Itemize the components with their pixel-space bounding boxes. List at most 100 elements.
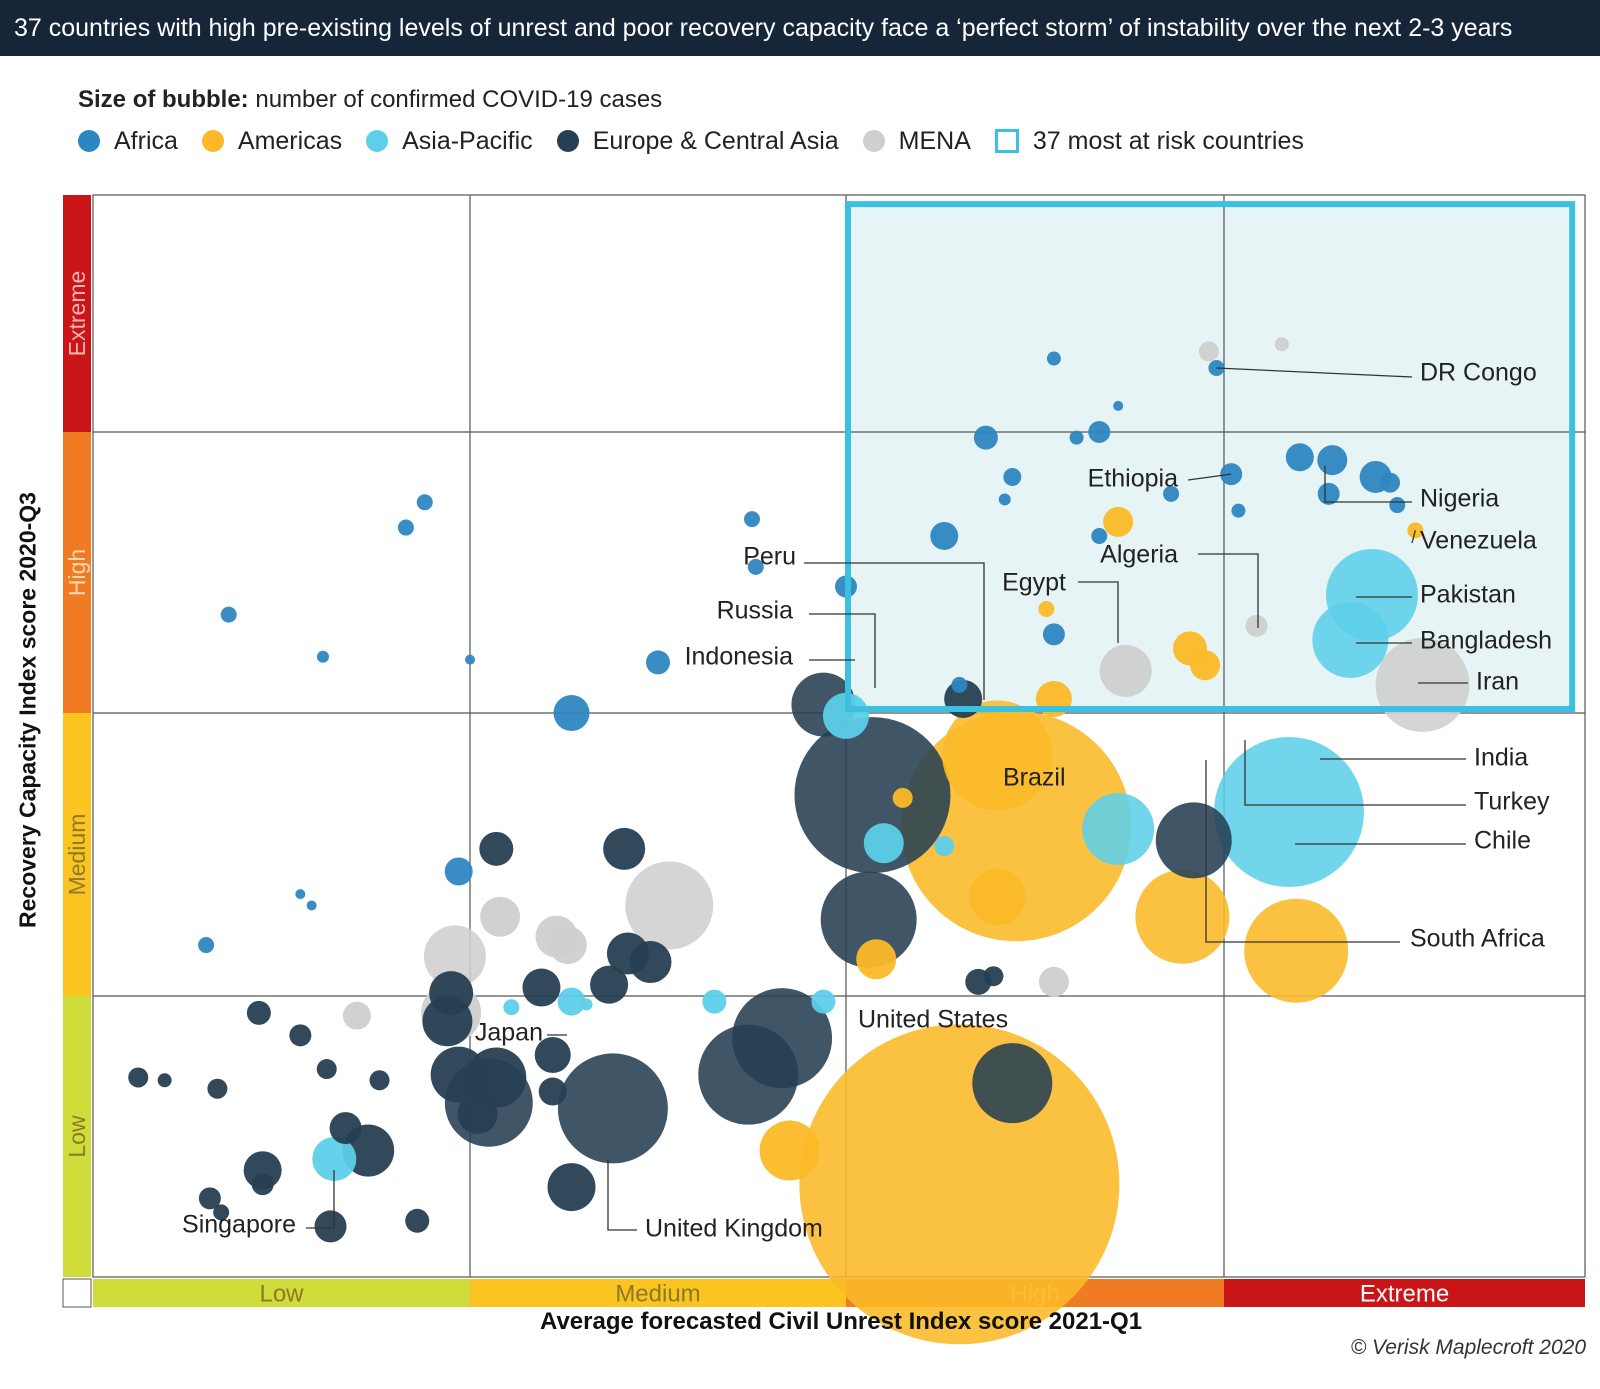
bubble-country [522, 968, 561, 1007]
leader-line-singapore [306, 1170, 335, 1229]
country-label-japan: Japan [475, 1019, 543, 1047]
chart-title: 37 countries with high pre-existing leve… [0, 0, 1600, 56]
country-label-united-states: United States [858, 1006, 1008, 1034]
bubble-indonesia [823, 692, 869, 739]
country-label-russia: Russia [717, 597, 794, 625]
bubble-peru [942, 700, 1053, 811]
bubble-country [553, 695, 590, 731]
legend-square-at-risk [994, 129, 1019, 153]
bubble-country [747, 558, 764, 575]
legend-label-americas: Americas [237, 126, 343, 155]
bubble-country [534, 1037, 571, 1074]
country-label-ethiopia: Ethiopia [1088, 465, 1178, 493]
bubble-country [863, 823, 904, 864]
bubble-country [1190, 650, 1221, 681]
bubble-country [1163, 485, 1180, 502]
leader-line-egypt [1078, 581, 1119, 643]
legend-swatch-asia-pacific [366, 130, 389, 152]
bubble-country [1231, 503, 1246, 518]
bubble-country [951, 676, 968, 693]
bubble-country [306, 900, 317, 911]
leader-line-russia [809, 613, 876, 688]
bubble-layer [128, 337, 1470, 1345]
bubble-egypt [1099, 644, 1152, 697]
x-band-low [93, 1279, 470, 1307]
legend-swatch-europe-central-asia [556, 130, 579, 152]
bubble-country [744, 511, 760, 528]
highlight-border-layer [845, 201, 1576, 713]
bubble-country [198, 937, 215, 954]
country-label-indonesia: Indonesia [685, 643, 794, 671]
bubble-country [972, 1043, 1053, 1124]
country-label-iran: Iran [1476, 668, 1519, 696]
legend-item-at-risk: 37 most at risk countries [994, 127, 1304, 156]
legend-label-africa: Africa [114, 126, 178, 155]
bubble-country [397, 519, 414, 536]
country-label-venezuela: Venezuela [1420, 527, 1537, 555]
bubble-country [856, 939, 897, 980]
country-label-dr-congo: DR Congo [1420, 359, 1537, 387]
bubble-country [157, 1073, 172, 1088]
legend-item-americas: Americas [201, 126, 343, 156]
bubble-country [603, 827, 646, 870]
bubble-country [423, 925, 486, 988]
bubble-russia [794, 717, 951, 874]
bubble-country [465, 654, 475, 665]
bubble-country [1038, 601, 1055, 618]
leader-line-ethiopia [1187, 473, 1232, 481]
bubble-country [479, 831, 514, 866]
bubble-nigeria [1317, 445, 1348, 476]
bubble-country [606, 932, 649, 975]
bubble-country [207, 1078, 228, 1099]
bubble-country [430, 1046, 487, 1103]
credit: © Verisk Maplecroft 2020 [1350, 1336, 1586, 1359]
y-tick-label: Medium [64, 814, 90, 896]
country-label-egypt: Egypt [1002, 569, 1066, 597]
bubble-country [1038, 966, 1069, 997]
bubble-country [1082, 793, 1155, 866]
bubble-country [930, 521, 959, 550]
country-label-pakistan: Pakistan [1420, 581, 1516, 609]
y-band-low [63, 996, 91, 1277]
bubble-country [973, 425, 998, 450]
bubble-country [220, 606, 237, 623]
y-axis-label-wrap: Recovery Capacity Index score 2020-Q3 [12, 470, 44, 950]
bubble-south-africa [1135, 869, 1230, 964]
bubble-country [444, 857, 473, 886]
y-tick-label: High [64, 549, 90, 596]
country-label-nigeria: Nigeria [1420, 485, 1499, 513]
bubble-country [316, 650, 329, 663]
leader-line-united-kingdom [607, 1160, 637, 1231]
country-label-south-africa: South Africa [1410, 925, 1545, 953]
bubble-chile [1244, 898, 1349, 1003]
bubble-country [1069, 430, 1084, 445]
bubble-country [547, 1163, 596, 1212]
bubble-country [251, 1173, 274, 1196]
bubble-country [1091, 527, 1108, 544]
y-band-extreme [63, 195, 91, 432]
bubble-country [811, 989, 836, 1014]
bubble-algeria [1245, 614, 1268, 637]
leader-line-south-africa [1205, 760, 1400, 943]
country-label-bangladesh: Bangladesh [1420, 627, 1552, 655]
bubble-country [998, 493, 1011, 506]
bubble-country [759, 1120, 820, 1181]
bubble-country [1198, 341, 1219, 362]
bubble-singapore [312, 1136, 357, 1181]
legend-swatch-mena [862, 130, 885, 152]
bubble-country [198, 1187, 221, 1210]
bubble-country [316, 1059, 337, 1080]
bubble-country [1042, 623, 1065, 646]
country-label-turkey: Turkey [1474, 788, 1550, 816]
x-band-medium [470, 1279, 846, 1307]
bubble-country [538, 1077, 567, 1106]
bubble-country [1003, 467, 1022, 486]
country-label-singapore: Singapore [182, 1211, 296, 1239]
bubble-country [289, 1024, 312, 1047]
leader-line-nigeria [1324, 466, 1412, 503]
bubble-bangladesh [1312, 601, 1389, 678]
bubble-country [342, 1001, 371, 1030]
y-tick-label: Extreme [64, 271, 90, 357]
y-band-medium [63, 713, 91, 996]
legend-item-europe-central-asia: Europe & Central Asia [556, 127, 839, 156]
